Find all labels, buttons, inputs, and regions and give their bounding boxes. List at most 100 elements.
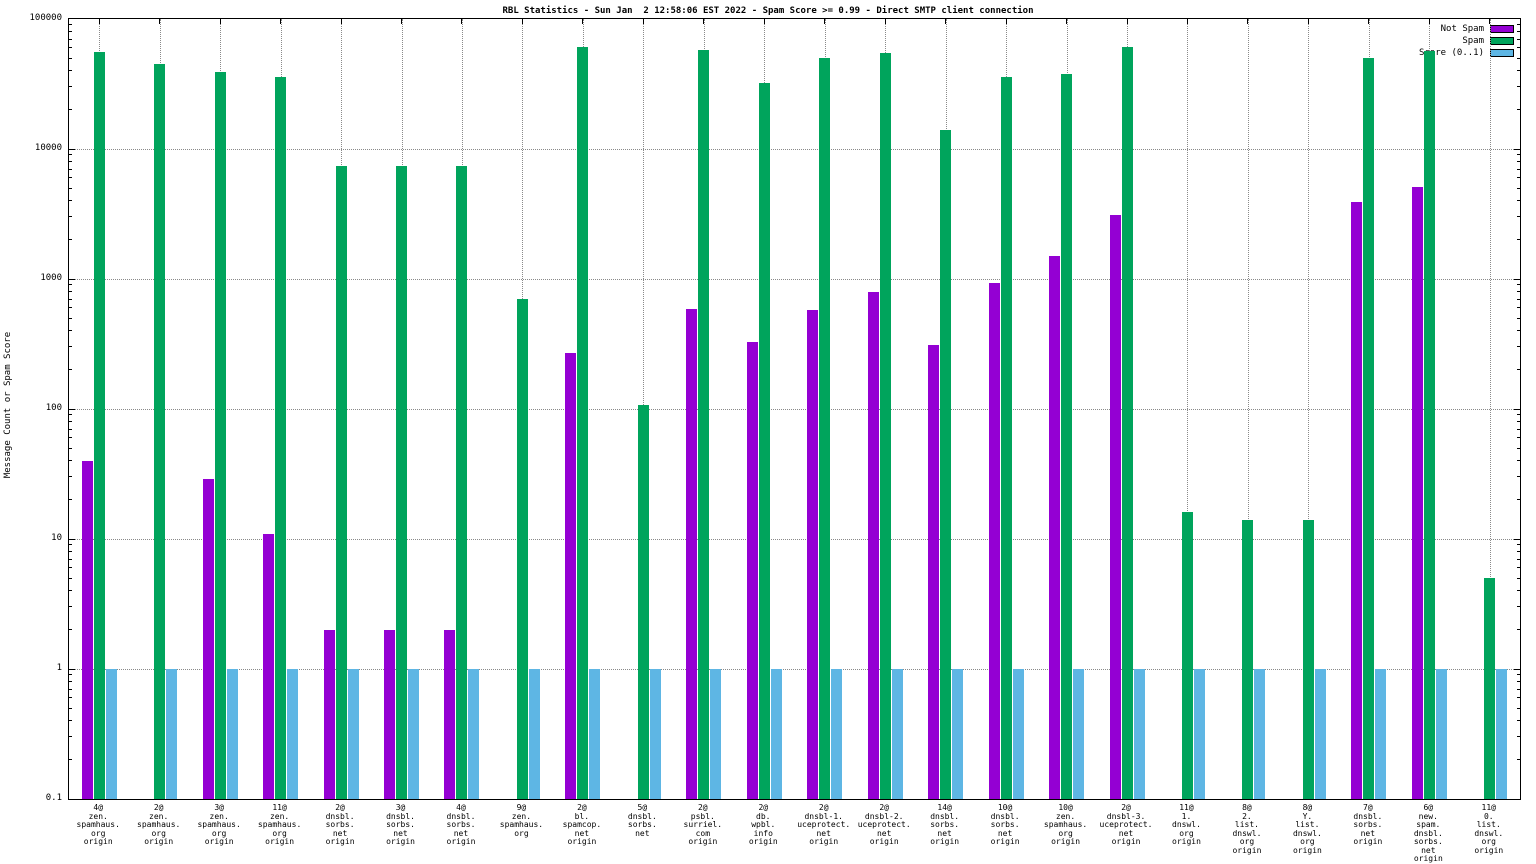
y-tick-minor [1517,558,1520,560]
y-tick-minor [69,447,72,449]
x-tick-label-line: spam. [1416,820,1441,829]
legend-swatch-not_spam [1490,25,1514,33]
x-tick-label-line: org [151,828,166,838]
y-tick-minor [1517,577,1520,579]
y-tick-minor [1517,291,1520,293]
y-tick-minor [69,291,72,293]
bar-score [589,669,601,799]
y-tick-minor [69,187,72,189]
y-tick-minor [69,177,72,179]
bar-spam [275,76,287,799]
y-tick-minor [69,629,72,631]
x-tick-label-line: 2@ [1121,803,1131,812]
gridline-horizontal [69,149,1520,150]
x-tick-top [1005,19,1007,24]
x-tick-label-line: 2@ [758,803,769,812]
bar-score [710,669,722,799]
y-tick-minor [69,369,72,371]
y-tick-minor [1517,284,1520,286]
bar-spam [396,166,408,799]
legend-swatch-score [1490,49,1514,57]
bar-not-spam [384,629,396,799]
x-tick-label-line: org [211,828,227,838]
y-tick-minor [69,161,72,163]
gridline-horizontal [69,539,1520,540]
x-tick-top [703,19,705,24]
x-tick-label-line: 2. [1242,811,1252,821]
bar-score [166,669,178,799]
x-tick-label-line: bl. [574,811,590,821]
x-tick-top [461,19,463,24]
bar-not-spam [1411,187,1423,799]
y-tick-minor [1517,168,1520,170]
x-tick-top [945,19,947,24]
y-tick-label: 10 [51,533,62,543]
bar-spam [698,49,710,799]
y-tick-minor [69,551,72,553]
x-tick-label-line: org [1300,837,1315,846]
bar-not-spam [988,283,1000,799]
x-tick-label-line: dnsbl. [930,811,960,821]
x-tick-top [1186,19,1188,24]
x-tick-label-line: org [1058,828,1073,838]
bar-score [105,669,117,799]
x-tick-label-line: origin [1353,837,1383,846]
y-tick-label: 1 [56,663,62,673]
y-tick-minor [69,421,72,423]
x-tick-label-line: sorbs. [1413,837,1443,846]
x-tick-label: 9@ zen. spamhaus. org [489,803,553,838]
x-tick-label-line: sorbs. [325,820,355,829]
x-tick-label-line: dnsbl-1. [804,811,843,821]
x-tick-label-line: spamhaus. [257,820,302,829]
x-tick-label: 2@ dnsbl-3. uceprotect. net origin [1094,803,1158,847]
x-tick-label-line: origin [204,837,234,846]
x-tick-top [642,19,644,24]
y-tick-minor [69,577,72,579]
y-tick-major [69,148,75,150]
y-tick-minor [1517,674,1520,676]
x-tick-label-line: org [1179,828,1194,838]
x-tick-top [219,19,221,24]
bar-spam [1181,512,1193,799]
x-tick-label-line: psbl. [690,811,715,821]
x-tick-top [1489,19,1491,24]
x-tick-label-line: zen. [88,811,108,821]
x-tick-top [280,19,282,24]
legend-label: Spam [1462,36,1484,46]
x-tick-label-line: net [574,828,590,838]
x-tick-label-line: info [753,828,773,838]
bar-not-spam [928,345,940,799]
bar-score [1073,669,1085,799]
y-tick-minor [1517,681,1520,683]
x-tick-label: 8@ Y. list. dnswl. org origin [1275,803,1339,855]
y-tick-minor [69,317,72,319]
y-tick-minor [69,606,72,608]
x-tick-label-line: origin [567,837,597,846]
x-tick-label-line: dnsbl-3. [1106,811,1146,821]
x-tick-label-line: net [997,828,1013,838]
x-tick-label: 2@ db. wpbl. info origin [731,803,795,847]
y-tick-minor [1517,346,1520,348]
y-tick-minor [1517,109,1520,111]
x-tick-label-line: net [393,828,408,838]
bar-spam [1363,58,1375,799]
legend-swatch-spam [1490,37,1514,45]
x-tick-label-line: net [816,828,831,838]
y-tick-minor [1517,697,1520,699]
bar-score [891,669,903,799]
x-tick-label-line: origin [748,837,778,846]
bar-not-spam [444,629,456,799]
y-tick-minor [1517,499,1520,501]
y-tick-major [69,668,75,670]
x-tick-label-line: new. [1418,811,1438,821]
bar-spam [154,64,166,799]
bar-score [952,669,964,799]
y-tick-minor [1517,161,1520,163]
x-tick-label-line: dnswl. [1474,828,1504,838]
x-tick-label-line: org [90,828,106,838]
y-tick-minor [69,298,72,300]
y-tick-minor [1517,414,1520,416]
x-tick-top [884,19,886,24]
y-tick-minor [1517,567,1520,569]
bar-score [408,669,420,799]
